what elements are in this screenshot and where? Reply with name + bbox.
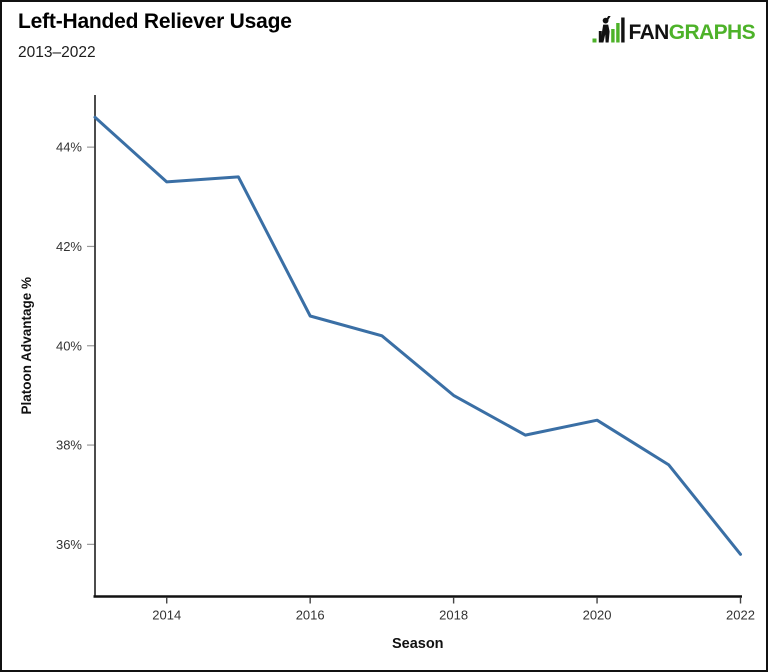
page-title: Left-Handed Reliever Usage bbox=[18, 10, 292, 33]
x-tick-label: 2018 bbox=[439, 608, 468, 623]
chart-subtitle: 2013–2022 bbox=[18, 44, 96, 61]
fangraphs-logo: FANGRAPHS bbox=[592, 16, 756, 45]
data-line-platoon-advantage bbox=[93, 115, 742, 556]
fangraphs-batter-icon bbox=[592, 16, 625, 43]
fangraphs-wordmark: FANGRAPHS bbox=[628, 21, 756, 45]
x-tick-label: 2016 bbox=[296, 608, 325, 623]
logo-fan-text: FAN bbox=[628, 21, 670, 45]
logo-graphs-text: GRAPHS bbox=[668, 21, 756, 45]
x-tick-label: 2020 bbox=[583, 608, 612, 623]
x-axis-label: Season bbox=[392, 636, 444, 652]
y-tick-label: 38% bbox=[56, 438, 82, 453]
x-tick-label: 2014 bbox=[152, 608, 181, 623]
y-axis-label: Platoon Advantage % bbox=[19, 277, 34, 415]
y-tick-label: 40% bbox=[56, 338, 82, 353]
y-tick-label: 44% bbox=[56, 140, 82, 155]
y-tick-label: 42% bbox=[56, 239, 82, 254]
y-tick-label: 36% bbox=[56, 537, 82, 552]
x-tick-label: 2022 bbox=[726, 608, 755, 623]
